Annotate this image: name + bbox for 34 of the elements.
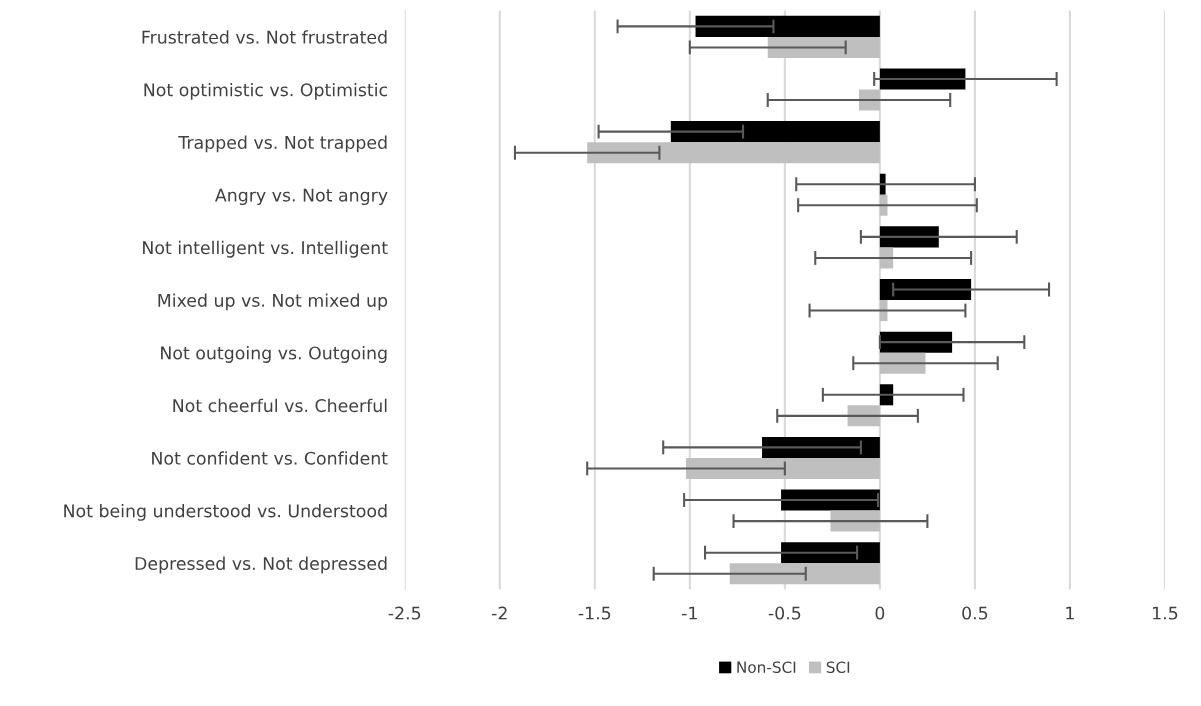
x-tick-label: 1.5	[1153, 606, 1178, 620]
legend-label: SCI	[826, 661, 850, 673]
bar	[695, 15, 880, 37]
y-tick-label: Not intelligent vs. Intelligent	[143, 240, 388, 258]
bar	[762, 436, 880, 458]
bar	[830, 510, 880, 532]
x-tick-label: -2.5	[388, 606, 421, 620]
bar	[879, 226, 939, 248]
y-tick-label: Not optimistic vs. Optimistic	[144, 82, 387, 100]
x-tick-label: 0.5	[962, 606, 988, 620]
y-tick-label: Trapped vs. Not trapped	[178, 135, 387, 153]
y-tick-label: Not being understood vs. Understood	[64, 503, 387, 521]
y-tick-label: Not confident vs. Confident	[152, 451, 388, 465]
legend-label: Non-SCI	[737, 661, 796, 673]
bar	[767, 36, 880, 58]
bar	[879, 173, 886, 195]
x-tick-label: -2	[491, 606, 507, 620]
x-tick-label: -1.5	[578, 606, 611, 620]
bar	[781, 542, 880, 564]
y-tick-label: Not outgoing vs. Outgoing	[161, 346, 387, 363]
x-tick-label: -0.5	[768, 606, 801, 620]
y-tick-label: Depressed vs. Not depressed	[135, 556, 387, 574]
bar	[670, 121, 880, 143]
y-tick-label: Frustrated vs. Not frustrated	[142, 30, 387, 44]
bar	[587, 142, 880, 164]
x-tick-label: 0	[875, 606, 885, 620]
y-tick-label: Mixed up vs. Not mixed up	[158, 293, 388, 311]
y-tick-label: Not cheerful vs. Cheerful	[173, 398, 387, 413]
bar	[858, 89, 880, 111]
bar	[729, 563, 880, 585]
x-tick-label: -1	[682, 606, 697, 620]
bar	[879, 68, 966, 90]
y-tick-label: Angry vs. Not angry	[215, 188, 388, 205]
x-tick-label: 1	[1066, 606, 1074, 620]
